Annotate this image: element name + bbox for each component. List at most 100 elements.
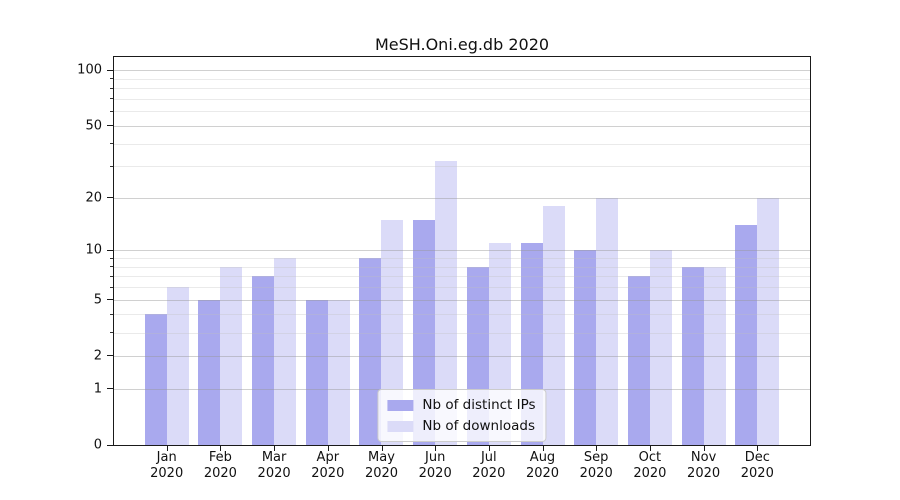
y-tick-10 xyxy=(107,249,113,251)
y-tick-label-1: 1 xyxy=(93,381,102,397)
x-label-month: Sep xyxy=(583,450,609,465)
x-label-month: Oct xyxy=(638,450,662,465)
y-tick-2 xyxy=(107,355,113,357)
gridline-minor-4 xyxy=(114,314,810,316)
chart-title: MeSH.Oni.eg.db 2020 xyxy=(374,35,550,54)
x-label-month: Jun xyxy=(425,450,446,465)
y-minor-tick-7 xyxy=(110,275,113,277)
bar-apr-distinct-ips xyxy=(305,299,328,445)
bar-aug-downloads xyxy=(542,206,565,445)
x-tick-label-jul: Jul 2020 xyxy=(457,450,521,482)
bar-oct-distinct-ips xyxy=(627,276,650,445)
bar-dec-downloads xyxy=(757,197,780,445)
gridline-minor-40 xyxy=(114,143,810,145)
gridline-major-50 xyxy=(114,125,810,127)
x-label-month: Jan xyxy=(156,450,177,465)
x-tick-feb xyxy=(220,446,222,451)
x-tick-label-jun: Jun 2020 xyxy=(403,450,467,482)
x-label-year: 2020 xyxy=(364,466,399,481)
x-label-year: 2020 xyxy=(203,466,237,481)
x-label-year: 2020 xyxy=(418,466,452,481)
x-tick-label-nov: Nov 2020 xyxy=(672,450,736,482)
gridline-major-100 xyxy=(114,70,810,72)
x-tick-label-aug: Aug 2020 xyxy=(511,450,575,482)
gridline-minor-8 xyxy=(114,266,810,268)
x-label-month: Feb xyxy=(208,450,232,465)
y-minor-tick-60 xyxy=(110,110,113,112)
x-tick-label-may: May 2020 xyxy=(350,450,414,482)
y-minor-tick-6 xyxy=(110,286,113,288)
y-tick-label-10: 10 xyxy=(85,242,102,258)
bar-mar-distinct-ips xyxy=(252,276,275,445)
y-minor-tick-9 xyxy=(110,257,113,259)
bar-sep-downloads xyxy=(596,197,619,445)
y-minor-tick-4 xyxy=(110,313,113,315)
gridline-minor-60 xyxy=(114,111,810,113)
y-tick-0 xyxy=(107,444,113,446)
y-minor-tick-90 xyxy=(110,78,113,80)
plot-area: Nb of distinct IPs Nb of downloads xyxy=(114,57,810,445)
gridline-major-10 xyxy=(114,250,810,252)
bar-jun-distinct-ips xyxy=(413,219,436,445)
x-label-month: Apr xyxy=(316,450,340,465)
x-label-month: Aug xyxy=(529,450,556,465)
gridline-minor-90 xyxy=(114,78,810,80)
bar-feb-downloads xyxy=(220,266,243,445)
y-tick-5 xyxy=(107,299,113,300)
x-label-year: 2020 xyxy=(687,466,721,481)
y-tick-label-5: 5 xyxy=(93,292,102,307)
x-tick-dec xyxy=(757,446,759,451)
x-label-month: Dec xyxy=(744,450,770,465)
gridline-major-2 xyxy=(114,355,810,357)
legend-item-downloads: Nb of downloads xyxy=(387,418,535,434)
x-label-year: 2020 xyxy=(257,466,291,481)
bar-nov-downloads xyxy=(703,266,726,445)
y-tick-1 xyxy=(107,388,113,390)
x-label-year: 2020 xyxy=(311,466,345,481)
y-tick-label-50: 50 xyxy=(85,118,102,134)
y-minor-tick-3 xyxy=(110,332,113,333)
bar-apr-downloads xyxy=(327,299,350,445)
legend-label-downloads: Nb of downloads xyxy=(422,418,535,434)
bar-mar-downloads xyxy=(274,258,297,445)
x-tick-may xyxy=(381,446,383,451)
legend-label-distinct-ips: Nb of distinct IPs xyxy=(422,397,536,413)
x-tick-oct xyxy=(649,446,651,451)
y-tick-label-20: 20 xyxy=(85,190,102,206)
legend-item-distinct-ips: Nb of distinct IPs xyxy=(387,397,536,413)
x-tick-jan xyxy=(166,446,168,451)
legend: Nb of distinct IPs Nb of downloads xyxy=(377,389,547,442)
gridline-minor-70 xyxy=(114,98,810,100)
y-tick-100 xyxy=(107,69,113,71)
x-tick-sep xyxy=(596,446,598,451)
x-label-month: Jul xyxy=(480,450,497,465)
bar-dec-distinct-ips xyxy=(735,225,758,445)
x-label-month: Mar xyxy=(261,450,287,465)
bar-oct-downloads xyxy=(649,250,672,445)
gridline-minor-9 xyxy=(114,258,810,260)
legend-swatch-distinct-ips xyxy=(387,399,414,411)
gridline-minor-80 xyxy=(114,88,810,90)
bar-jun-downloads xyxy=(435,161,458,445)
x-tick-aug xyxy=(542,446,544,451)
x-label-year: 2020 xyxy=(150,466,184,481)
gridline-minor-6 xyxy=(114,287,810,288)
gridline-major-20 xyxy=(114,197,810,199)
gridline-major-5 xyxy=(114,299,810,301)
x-label-year: 2020 xyxy=(740,466,774,481)
y-tick-label-2: 2 xyxy=(93,348,102,364)
x-tick-label-jan: Jan 2020 xyxy=(135,450,199,482)
y-minor-tick-80 xyxy=(110,87,113,89)
bar-may-distinct-ips xyxy=(359,258,382,445)
y-minor-tick-8 xyxy=(110,266,113,268)
y-tick-20 xyxy=(107,197,113,199)
x-tick-apr xyxy=(327,446,329,451)
y-tick-label-100: 100 xyxy=(77,62,102,78)
x-label-year: 2020 xyxy=(579,466,613,481)
y-minor-tick-30 xyxy=(110,165,113,167)
x-tick-nov xyxy=(703,446,705,451)
gridline-minor-7 xyxy=(114,276,810,278)
y-tick-label-0: 0 xyxy=(93,437,102,453)
y-minor-tick-40 xyxy=(110,143,113,144)
bar-nov-distinct-ips xyxy=(681,266,704,445)
